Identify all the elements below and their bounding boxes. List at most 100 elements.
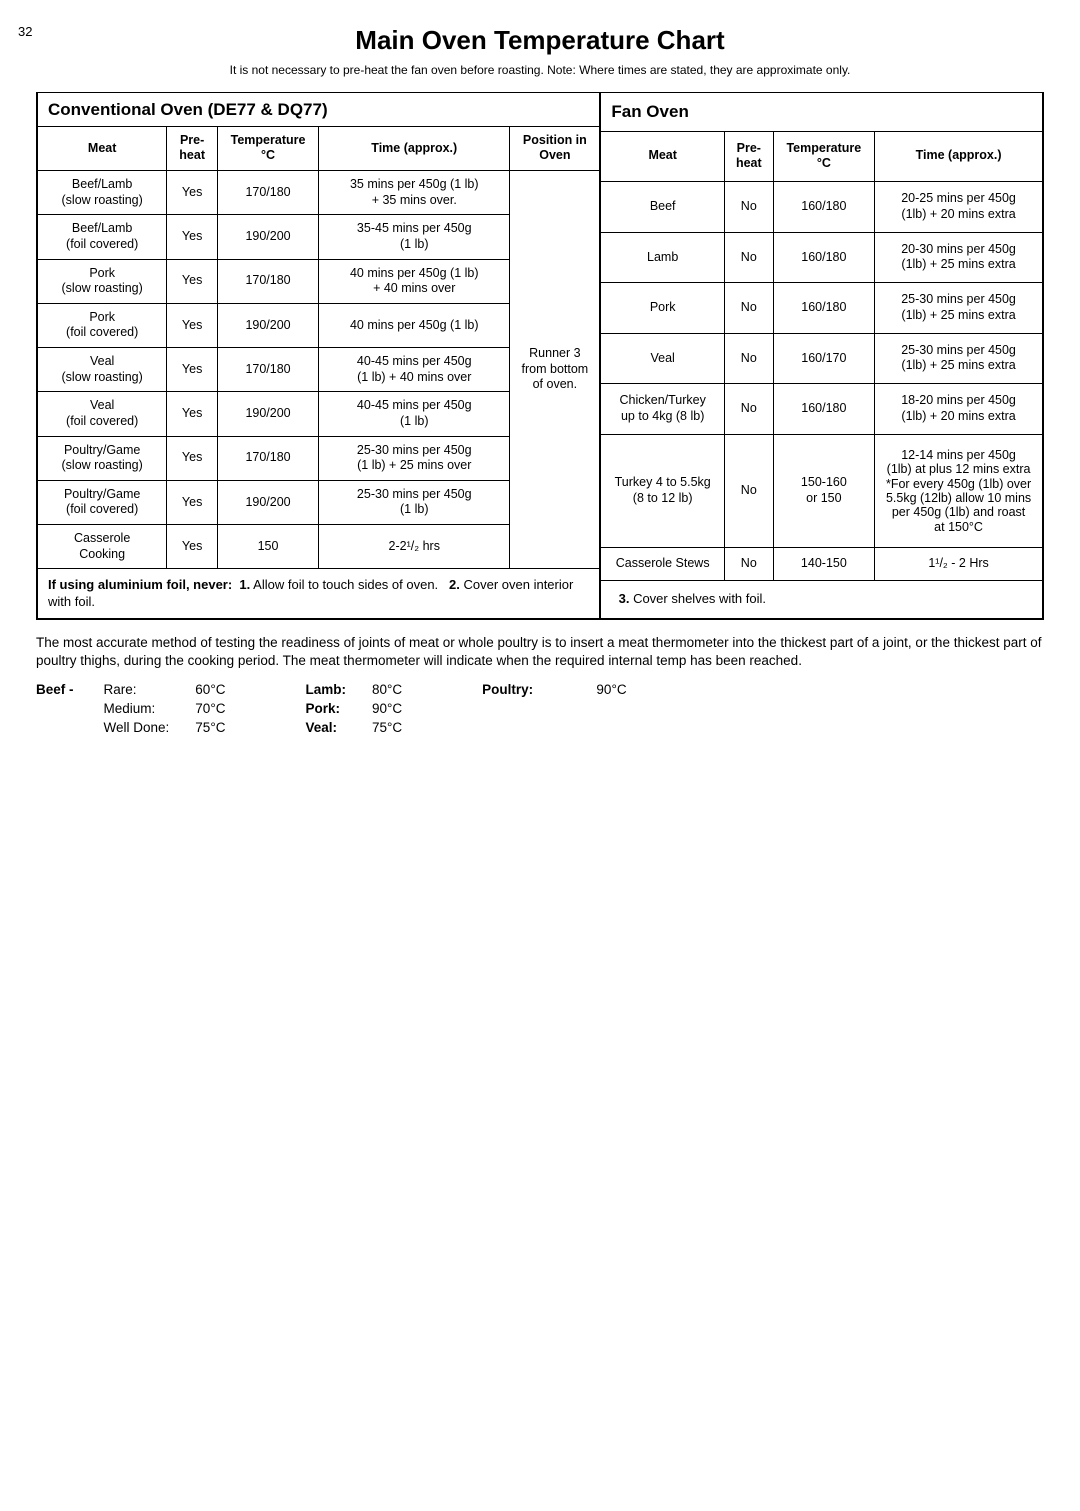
time-cell: 40-45 mins per 450g(1 lb) + 40 mins over xyxy=(319,348,510,392)
temp-cell: 140-150 xyxy=(773,548,875,581)
temp-val: 90°C xyxy=(596,682,626,737)
preheat-cell: No xyxy=(725,384,774,435)
time-cell: 40-45 mins per 450g(1 lb) xyxy=(319,392,510,436)
foil-note-row: If using aluminium foil, never: 1. Allow… xyxy=(38,569,600,619)
oven-position-cell: Runner 3 from bottom of oven. xyxy=(510,171,600,569)
meat-cell: Veal xyxy=(601,333,725,384)
foil-note-row-right: 3. Cover shelves with foil. xyxy=(601,580,1043,618)
table-row: Lamb No 160/180 20-30 mins per 450g(1lb)… xyxy=(601,232,1043,283)
foil-one: 1. xyxy=(239,577,250,592)
preheat-cell: Yes xyxy=(167,436,218,480)
preheat-cell: Yes xyxy=(167,303,218,347)
table-row: Pork No 160/180 25-30 mins per 450g(1lb)… xyxy=(601,283,1043,334)
conventional-oven-table: Conventional Oven (DE77 & DQ77) Meat Pre… xyxy=(37,93,600,619)
preheat-cell: No xyxy=(725,283,774,334)
col-preheat: Pre-heat xyxy=(725,131,774,182)
col-meat: Meat xyxy=(601,131,725,182)
temp-cell: 160/180 xyxy=(773,283,875,334)
meat-cell: Chicken/Turkeyup to 4kg (8 lb) xyxy=(601,384,725,435)
temp-cell: 170/180 xyxy=(217,436,318,480)
temp-val: 75°C xyxy=(372,720,402,737)
temp-name: Veal: xyxy=(305,720,346,737)
preheat-cell: No xyxy=(725,434,774,547)
temp-cell: 190/200 xyxy=(217,303,318,347)
time-cell: 1¹/₂ - 2 Hrs xyxy=(875,548,1043,581)
other-temps: Lamb: Pork: Veal: 80°C 90°C 75°C xyxy=(305,682,402,737)
foil-one-text: Allow foil to touch sides of oven. xyxy=(253,577,438,592)
temp-val: 75°C xyxy=(195,720,225,737)
meat-cell: Pork(slow roasting) xyxy=(38,259,167,303)
table-row: Beef No 160/180 20-25 mins per 450g(1lb)… xyxy=(601,182,1043,233)
time-cell: 25-30 mins per 450g(1 lb) xyxy=(319,480,510,524)
foil-label: If using aluminium foil, never: xyxy=(48,577,232,592)
page-number: 32 xyxy=(18,24,32,40)
temp-cell: 160/180 xyxy=(773,232,875,283)
temp-cell: 190/200 xyxy=(217,392,318,436)
foil-two: 2. xyxy=(449,577,460,592)
temp-cell: 190/200 xyxy=(217,480,318,524)
table-row: Turkey 4 to 5.5kg(8 to 12 lb) No 150-160… xyxy=(601,434,1043,547)
meat-cell: Lamb xyxy=(601,232,725,283)
temp-cell: 170/180 xyxy=(217,171,318,215)
meat-cell: Beef/Lamb(slow roasting) xyxy=(38,171,167,215)
fan-heading: Fan Oven xyxy=(601,93,1043,132)
col-temp: Temperature °C xyxy=(217,126,318,170)
preheat-cell: Yes xyxy=(167,259,218,303)
internal-temps: Beef - Rare: Medium: Well Done: 60°C 70°… xyxy=(36,682,1044,737)
temp-name: Poultry: xyxy=(482,682,533,737)
time-cell: 20-25 mins per 450g(1lb) + 20 mins extra xyxy=(875,182,1043,233)
temp-val: 90°C xyxy=(372,701,402,718)
temp-cell: 160/180 xyxy=(773,182,875,233)
temp-cell: 170/180 xyxy=(217,348,318,392)
thermometer-note: The most accurate method of testing the … xyxy=(36,634,1044,670)
preheat-cell: No xyxy=(725,548,774,581)
preheat-cell: Yes xyxy=(167,480,218,524)
temp-cell: 170/180 xyxy=(217,259,318,303)
time-cell: 2-2¹/₂ hrs xyxy=(319,525,510,569)
temp-cell: 160/180 xyxy=(773,384,875,435)
col-time: Time (approx.) xyxy=(319,126,510,170)
col-position: Position in Oven xyxy=(510,126,600,170)
fan-oven-table: Fan Oven Meat Pre-heat Temperature °C Ti… xyxy=(600,93,1043,619)
temp-name: Pork: xyxy=(305,701,346,718)
col-time: Time (approx.) xyxy=(875,131,1043,182)
foil-three-text: Cover shelves with foil. xyxy=(633,591,766,606)
page-title: Main Oven Temperature Chart xyxy=(36,24,1044,57)
time-cell: 40 mins per 450g (1 lb) xyxy=(319,303,510,347)
preheat-cell: No xyxy=(725,333,774,384)
temperature-chart: Conventional Oven (DE77 & DQ77) Meat Pre… xyxy=(36,92,1044,620)
conventional-heading: Conventional Oven (DE77 & DQ77) xyxy=(38,93,600,127)
temp-val: 60°C xyxy=(195,682,225,699)
time-cell: 18-20 mins per 450g(1lb) + 20 mins extra xyxy=(875,384,1043,435)
meat-cell: Poultry/Game(slow roasting) xyxy=(38,436,167,480)
table-row: Beef/Lamb(slow roasting) Yes 170/180 35 … xyxy=(38,171,600,215)
time-cell: 25-30 mins per 450g(1 lb) + 25 mins over xyxy=(319,436,510,480)
temp-name: Lamb: xyxy=(305,682,346,699)
preheat-cell: Yes xyxy=(167,215,218,259)
poultry-temps: Poultry: 90°C xyxy=(482,682,626,737)
table-row: Casserole Stews No 140-150 1¹/₂ - 2 Hrs xyxy=(601,548,1043,581)
table-row: Veal No 160/170 25-30 mins per 450g(1lb)… xyxy=(601,333,1043,384)
meat-cell: Pork xyxy=(601,283,725,334)
temp-cell: 160/170 xyxy=(773,333,875,384)
meat-cell: Veal(foil covered) xyxy=(38,392,167,436)
meat-cell: Pork(foil covered) xyxy=(38,303,167,347)
time-cell: 25-30 mins per 450g(1lb) + 25 mins extra xyxy=(875,283,1043,334)
preheat-cell: No xyxy=(725,182,774,233)
meat-cell: Veal(slow roasting) xyxy=(38,348,167,392)
meat-cell: Beef xyxy=(601,182,725,233)
meat-cell: Beef/Lamb(foil covered) xyxy=(38,215,167,259)
subtitle: It is not necessary to pre-heat the fan … xyxy=(36,63,1044,78)
preheat-cell: Yes xyxy=(167,171,218,215)
meat-cell: Turkey 4 to 5.5kg(8 to 12 lb) xyxy=(601,434,725,547)
beef-temps: Beef - Rare: Medium: Well Done: 60°C 70°… xyxy=(36,682,225,737)
col-meat: Meat xyxy=(38,126,167,170)
preheat-cell: Yes xyxy=(167,348,218,392)
meat-cell: Poultry/Game(foil covered) xyxy=(38,480,167,524)
foil-three: 3. xyxy=(619,591,630,606)
col-temp: Temperature °C xyxy=(773,131,875,182)
temp-name: Rare: xyxy=(104,682,170,699)
meat-cell: CasseroleCooking xyxy=(38,525,167,569)
temp-val: 80°C xyxy=(372,682,402,699)
temp-val: 70°C xyxy=(195,701,225,718)
